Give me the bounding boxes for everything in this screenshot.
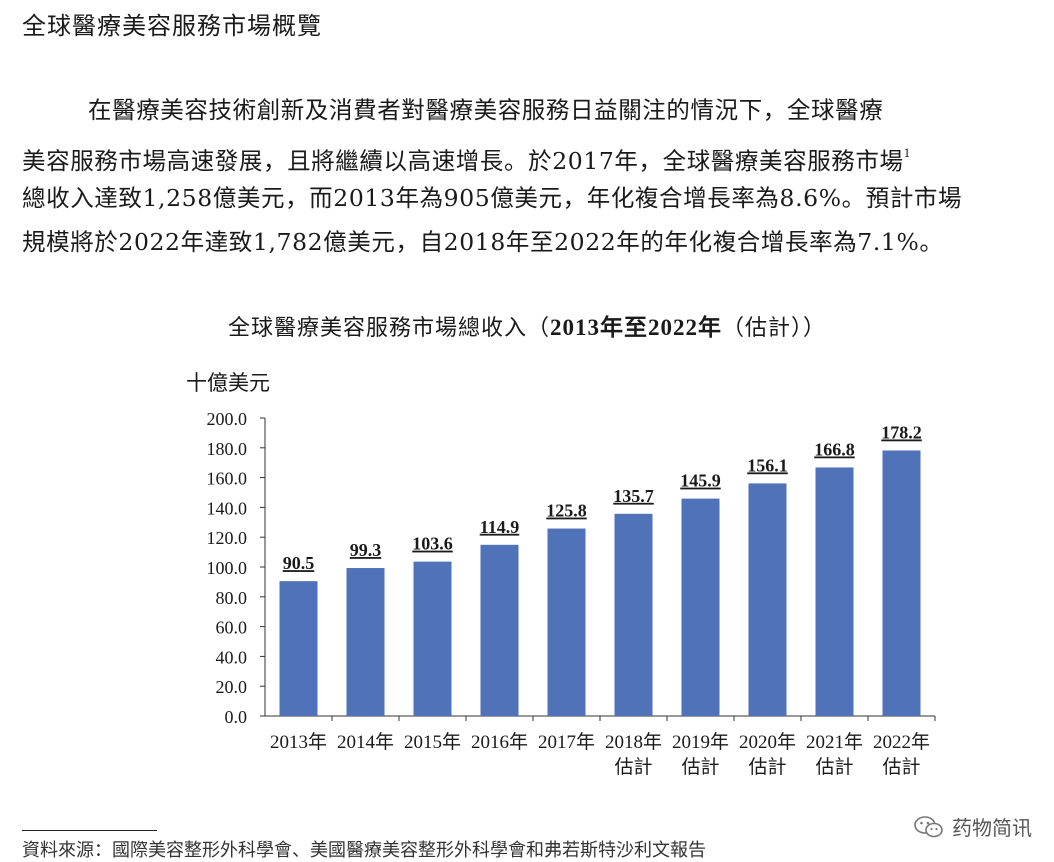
data-label: 125.8	[546, 501, 587, 521]
estimate-label: 估計	[748, 756, 786, 778]
footnote-source: 資料來源：國際美容整形外科學會、美國醫療美容整形外科學會和弗若斯特沙利文報告	[22, 840, 706, 861]
estimate-label: 估計	[681, 756, 719, 778]
y-tick-label: 20.0	[216, 677, 248, 697]
footnote-marker: 1	[903, 147, 912, 160]
data-label: 166.8	[814, 439, 855, 459]
x-tick-label: 2022年	[873, 731, 930, 753]
paragraph-line-text: 美容服務市場高速發展，且將繼續以高速增長。於2017年，全球醫療美容服務市場	[22, 147, 904, 175]
bar	[614, 513, 653, 716]
paragraph-line: 在醫療美容技術創新及消費者對醫療美容服務日益關注的情況下，全球醫療	[88, 96, 884, 124]
x-tick-label: 2016年	[471, 731, 528, 753]
body-paragraph: 在醫療美容技術創新及消費者對醫療美容服務日益關注的情況下，全球醫療 美容服務市場…	[22, 88, 1032, 264]
estimate-label: 估計	[614, 756, 652, 778]
x-tick-label: 2020年	[739, 731, 796, 753]
bar	[815, 467, 854, 716]
estimate-label: 估計	[882, 756, 920, 778]
bar	[748, 483, 787, 716]
x-tick-label: 2015年	[404, 731, 461, 753]
data-label: 99.3	[350, 540, 382, 560]
y-tick-label: 180.0	[207, 439, 248, 459]
data-label: 178.2	[881, 422, 922, 442]
bar	[413, 561, 452, 716]
y-tick-label: 40.0	[216, 647, 248, 667]
watermark: 药物简讯	[914, 812, 1032, 841]
chart-title-years: 2013年至2022年	[550, 315, 722, 340]
data-label: 103.6	[412, 534, 453, 554]
estimate-label: 估計	[815, 756, 853, 778]
data-label: 135.7	[613, 486, 654, 506]
x-tick-label: 2014年	[337, 731, 394, 753]
bar-chart: 十億美元 0.0 20.0 40.0 60.0 80.0 100.0 120.0 140.0 16…	[186, 371, 936, 778]
bar	[547, 528, 586, 716]
paragraph-line: 規模將於2022年達致1,782億美元，自2018年至2022年的年化複合增長率…	[22, 228, 944, 256]
y-tick-label: 0.0	[225, 707, 248, 727]
x-tick-label: 2017年	[538, 731, 595, 753]
y-tick-label: 60.0	[216, 618, 248, 638]
bar	[279, 581, 318, 716]
bar	[882, 450, 921, 716]
section-title: 全球醫療美容服務市場概覽	[22, 12, 322, 40]
paragraph-line: 美容服務市場高速發展，且將繼續以高速增長。於2017年，全球醫療美容服務市場1	[22, 132, 1032, 176]
data-label: 114.9	[480, 517, 520, 537]
x-tick-label: 2019年	[672, 731, 729, 753]
wechat-icon	[914, 815, 944, 839]
y-tick-label: 200.0	[207, 409, 248, 429]
y-tick-label: 160.0	[207, 469, 248, 489]
chart-title: 全球醫療美容服務市場總收入（2013年至2022年（估計））	[0, 308, 1054, 342]
footnote-divider	[22, 830, 157, 831]
x-tick-label: 2013年	[270, 731, 327, 753]
paragraph-line: 總收入達致1,258億美元，而2013年為905億美元，年化複合增長率為8.6%…	[22, 184, 963, 212]
watermark-text: 药物简讯	[952, 816, 1032, 840]
data-label: 90.5	[283, 553, 315, 573]
bar	[346, 568, 385, 716]
y-axis-label: 十億美元	[186, 371, 270, 395]
x-tick-label: 2021年	[806, 731, 863, 753]
data-label: 145.9	[680, 471, 721, 491]
y-tick-label: 100.0	[207, 558, 248, 578]
bar	[480, 544, 519, 716]
data-label: 156.1	[747, 455, 788, 475]
bar	[681, 498, 720, 716]
y-tick-label: 140.0	[207, 498, 248, 518]
y-tick-label: 120.0	[207, 528, 248, 548]
chart-title-prefix: 全球醫療美容服務市場總收入（	[227, 316, 550, 341]
y-tick-label: 80.0	[216, 588, 248, 608]
x-tick-label: 2018年	[605, 731, 662, 753]
chart-title-suffix: （估計））	[722, 316, 827, 341]
